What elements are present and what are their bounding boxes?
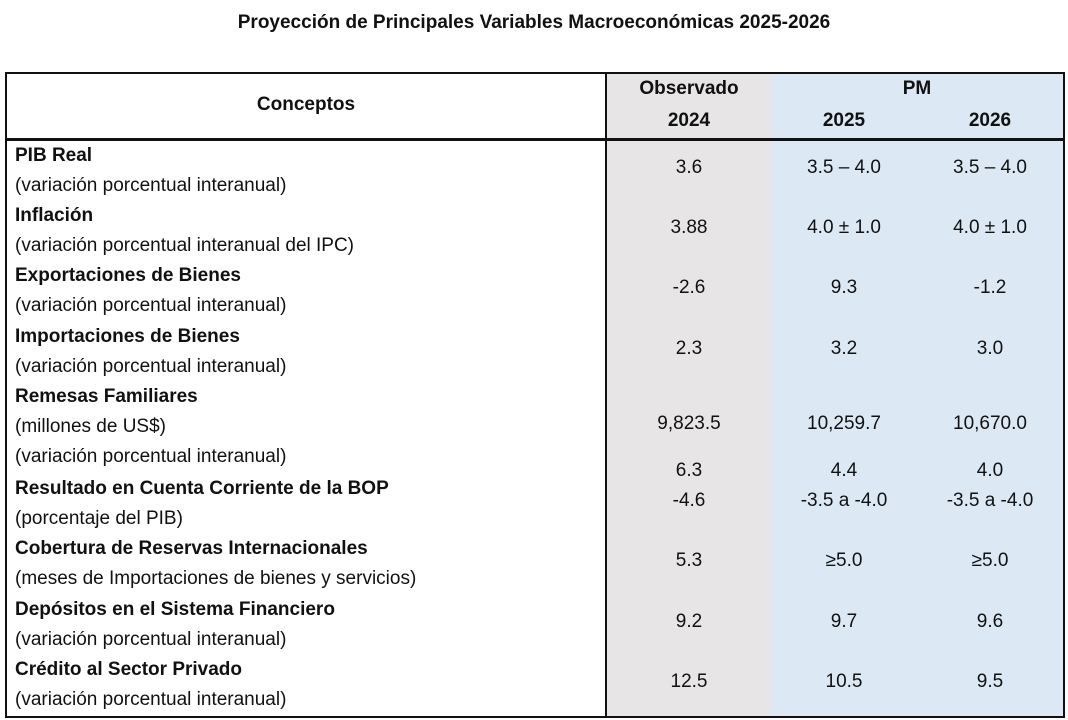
header-observed: Observado xyxy=(639,78,739,99)
value-2024: 6.3 xyxy=(675,460,703,481)
value-2024: 9,823.5 xyxy=(657,413,721,434)
row-label: Exportaciones de Bienes (variación porcen… xyxy=(15,261,286,321)
value-2024: 3.6 xyxy=(675,157,703,178)
header-year-2025: 2025 xyxy=(822,110,866,131)
value-2025: 4.4 xyxy=(830,460,858,481)
value-2025: 3.5 – 4.0 xyxy=(807,157,881,178)
concept-description: (millones de US$) xyxy=(15,416,166,437)
value-2025: 9.3 xyxy=(830,277,858,298)
value-2025: 3.2 xyxy=(830,338,858,359)
value-2026: 9.6 xyxy=(976,611,1004,632)
concept-name: PIB Real xyxy=(15,145,93,166)
concept-description: (variación porcentual interanual) xyxy=(15,295,287,316)
value-2026: ≥5.0 xyxy=(971,550,1009,571)
concept-description: (meses de Importaciones de bienes y serv… xyxy=(15,568,417,589)
row-label: PIB Real (variación porcentual interanual… xyxy=(15,141,286,201)
observed-column-background xyxy=(605,74,773,716)
concept-description: (variación porcentual interanual) xyxy=(15,175,287,196)
table-header: Conceptos Observado 2024 PM 2025 2026 xyxy=(7,74,1063,141)
value-2026: 4.0 ± 1.0 xyxy=(953,217,1027,238)
header-pm: PM xyxy=(902,78,932,99)
concept-description: (porcentaje del PIB) xyxy=(15,508,183,529)
concept-description: (variación porcentual interanual) xyxy=(15,629,287,650)
value-2025: -3.5 a -4.0 xyxy=(800,490,888,511)
header-year-2026: 2026 xyxy=(968,110,1012,131)
value-2024: -4.6 xyxy=(672,490,706,511)
row-label: Crédito al Sector Privado (variación porc… xyxy=(15,655,286,715)
header-concepts: Conceptos xyxy=(256,94,356,115)
value-2024: 5.3 xyxy=(675,550,703,571)
concept-name: Resultado en Cuenta Corriente de la BOP xyxy=(15,478,389,499)
value-2024: 12.5 xyxy=(670,671,708,692)
macro-projection-table: Conceptos Observado 2024 PM 2025 2026 3.… xyxy=(5,72,1065,718)
value-2026: -1.2 xyxy=(973,277,1007,298)
value-2024: -2.6 xyxy=(672,277,706,298)
concept-description: (variación porcentual interanual) xyxy=(15,356,287,377)
concept-name: Importaciones de Bienes xyxy=(15,326,240,347)
value-2026: 3.0 xyxy=(976,338,1004,359)
concept-name: Crédito al Sector Privado xyxy=(15,659,243,680)
value-2025: 4.0 ± 1.0 xyxy=(807,217,881,238)
value-2025: ≥5.0 xyxy=(825,550,863,571)
value-2025: 9.7 xyxy=(830,611,858,632)
concept-name: Cobertura de Reservas Internacionales xyxy=(15,538,368,559)
row-label: Remesas Familiares (millones de US$) (vari… xyxy=(15,382,286,472)
concept-name: Inflación xyxy=(15,205,94,226)
concept-name: Depósitos en el Sistema Financiero xyxy=(15,599,335,620)
concept-description: (variación porcentual interanual) xyxy=(15,446,287,467)
row-label: Inflación (variación porcentual interanua… xyxy=(15,201,354,261)
value-2024: 9.2 xyxy=(675,611,703,632)
value-2026: 9.5 xyxy=(976,671,1004,692)
value-2025: 10,259.7 xyxy=(807,413,881,434)
value-2026: 10,670.0 xyxy=(953,413,1027,434)
value-2024: 2.3 xyxy=(675,338,703,359)
row-label: Cobertura de Reservas Internacionales (me… xyxy=(15,534,416,594)
row-label: Resultado en Cuenta Corriente de la BOP (… xyxy=(15,474,389,534)
row-label: Depósitos en el Sistema Financiero (varia… xyxy=(15,595,335,655)
value-2026: 3.5 – 4.0 xyxy=(953,157,1027,178)
value-2025: 10.5 xyxy=(825,671,863,692)
value-2024: 3.88 xyxy=(670,217,708,238)
pm-column-background xyxy=(771,74,1063,716)
value-2026: 4.0 xyxy=(976,460,1004,481)
concept-name: Remesas Familiares xyxy=(15,386,198,407)
row-label: Importaciones de Bienes (variación porcen… xyxy=(15,322,286,382)
header-observed-year: 2024 xyxy=(667,110,711,131)
table-title: Proyección de Principales Variables Macr… xyxy=(237,12,831,33)
concept-description: (variación porcentual interanual del IPC… xyxy=(15,235,355,256)
concept-description: (variación porcentual interanual) xyxy=(15,689,287,710)
concept-name: Exportaciones de Bienes xyxy=(15,265,241,286)
value-2026: -3.5 a -4.0 xyxy=(946,490,1034,511)
